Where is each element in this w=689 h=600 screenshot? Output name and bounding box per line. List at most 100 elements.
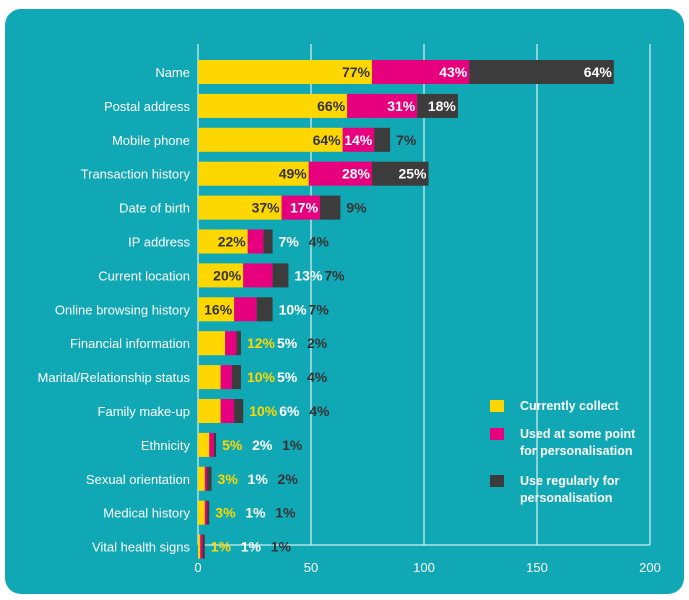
value-label: 5% xyxy=(277,335,298,351)
bar-segment xyxy=(198,534,201,559)
bar-segment xyxy=(198,466,205,491)
category-label: IP address xyxy=(128,235,190,250)
value-label: 2% xyxy=(278,471,299,487)
category-label: Online browsing history xyxy=(55,302,191,317)
bar-segment xyxy=(198,297,235,322)
bar-segment xyxy=(234,399,244,423)
bar-segment xyxy=(198,127,343,152)
bar-segment xyxy=(236,331,241,356)
x-tick-label: 200 xyxy=(639,560,661,575)
value-label: 1% xyxy=(211,539,232,555)
category-label: Transaction history xyxy=(81,167,191,182)
bar-segment xyxy=(372,60,470,84)
bar-segment xyxy=(234,297,257,322)
bar-segment xyxy=(207,466,212,491)
value-label: 17% xyxy=(290,200,319,216)
bar-segment xyxy=(308,161,373,186)
bar-segment xyxy=(417,93,458,118)
value-label: 16% xyxy=(204,301,233,317)
legend-label: Currently collect xyxy=(520,399,619,413)
bar-segment xyxy=(372,161,429,186)
value-label: 3% xyxy=(218,471,239,487)
bar-segment xyxy=(198,195,282,220)
value-labels: 77% 43% 64%66% 31% 18%64% 14% 7%49% 28% 25%37% 17… xyxy=(204,64,612,555)
bar-segment xyxy=(198,365,221,390)
value-label: 1% xyxy=(241,539,262,555)
bar-segment xyxy=(342,127,375,152)
value-label: 5% xyxy=(277,369,298,385)
x-tick-label: 0 xyxy=(194,560,201,575)
value-label: 22% xyxy=(218,234,247,250)
bar-segment xyxy=(231,365,241,390)
value-label: 49% xyxy=(279,166,308,182)
grid-lines xyxy=(197,44,651,546)
category-labels: Name Postal address Mobile phone Transactio… xyxy=(38,65,191,555)
category-label: Name xyxy=(155,65,190,80)
value-label: 1% xyxy=(248,471,269,487)
value-label: 14% xyxy=(344,132,373,148)
legend-label: Use regularly for xyxy=(520,474,619,488)
bar-segment xyxy=(198,60,373,84)
bar-segment xyxy=(263,229,273,254)
value-label: 10% xyxy=(249,403,278,419)
bar-segment xyxy=(347,93,418,118)
bar-segment xyxy=(198,432,210,457)
value-label: 10% xyxy=(279,301,308,317)
value-label: 6% xyxy=(279,403,300,419)
value-label: 3% xyxy=(215,505,236,521)
bar-segment xyxy=(272,263,289,288)
bar-segment xyxy=(209,432,214,457)
value-label: 2% xyxy=(307,335,328,351)
bars xyxy=(198,60,614,559)
value-label: 5% xyxy=(222,437,243,453)
legend[interactable]: Currently collect Used at some point for p… xyxy=(490,399,636,505)
value-label: 7% xyxy=(279,234,300,250)
value-label: 64% xyxy=(313,132,342,148)
category-label: Ethnicity xyxy=(141,438,191,453)
value-label: 1% xyxy=(271,539,292,555)
value-label: 9% xyxy=(346,200,367,216)
value-label: 4% xyxy=(307,369,328,385)
value-label: 13% xyxy=(294,267,323,283)
x-axis-ticks: 0 50 100 150 200 xyxy=(194,560,660,575)
bar-segment xyxy=(202,534,205,559)
category-label: Family make-up xyxy=(98,404,190,419)
bar-segment xyxy=(225,331,237,356)
x-tick-label: 150 xyxy=(526,560,548,575)
value-label: 2% xyxy=(252,437,273,453)
category-label: Sexual orientation xyxy=(86,472,190,487)
value-label: 20% xyxy=(213,267,242,283)
value-label: 4% xyxy=(309,234,330,250)
category-label: Marital/Relationship status xyxy=(38,370,191,385)
bar-segment xyxy=(198,93,348,118)
category-label: Financial information xyxy=(70,336,190,351)
bar-segment xyxy=(198,399,221,423)
bar-segment xyxy=(204,500,208,525)
bar-segment xyxy=(320,195,341,220)
value-label: 12% xyxy=(247,335,276,351)
value-label: 1% xyxy=(245,505,266,521)
value-label: 64% xyxy=(584,64,613,80)
bar-segment xyxy=(198,500,205,525)
bar-segment xyxy=(198,161,309,186)
bar-segment xyxy=(220,399,235,423)
bar-segment xyxy=(243,263,273,288)
value-label: 10% xyxy=(247,369,276,385)
bar-segment xyxy=(198,331,226,356)
legend-swatch xyxy=(490,428,504,440)
category-label: Postal address xyxy=(104,99,190,114)
bar-segment xyxy=(247,229,264,254)
category-label: Date of birth xyxy=(119,201,190,216)
legend-swatch xyxy=(490,475,504,487)
bar-segment xyxy=(198,263,244,288)
legend-label: personalisation xyxy=(520,491,612,505)
category-label: Mobile phone xyxy=(112,133,190,148)
value-label: 66% xyxy=(317,98,346,114)
bar-segment xyxy=(207,500,210,525)
bar-segment xyxy=(374,127,391,152)
value-label: 43% xyxy=(439,64,468,80)
value-label: 37% xyxy=(252,200,281,216)
legend-swatch xyxy=(490,400,504,412)
value-label: 18% xyxy=(428,98,457,114)
value-label: 25% xyxy=(398,166,427,182)
